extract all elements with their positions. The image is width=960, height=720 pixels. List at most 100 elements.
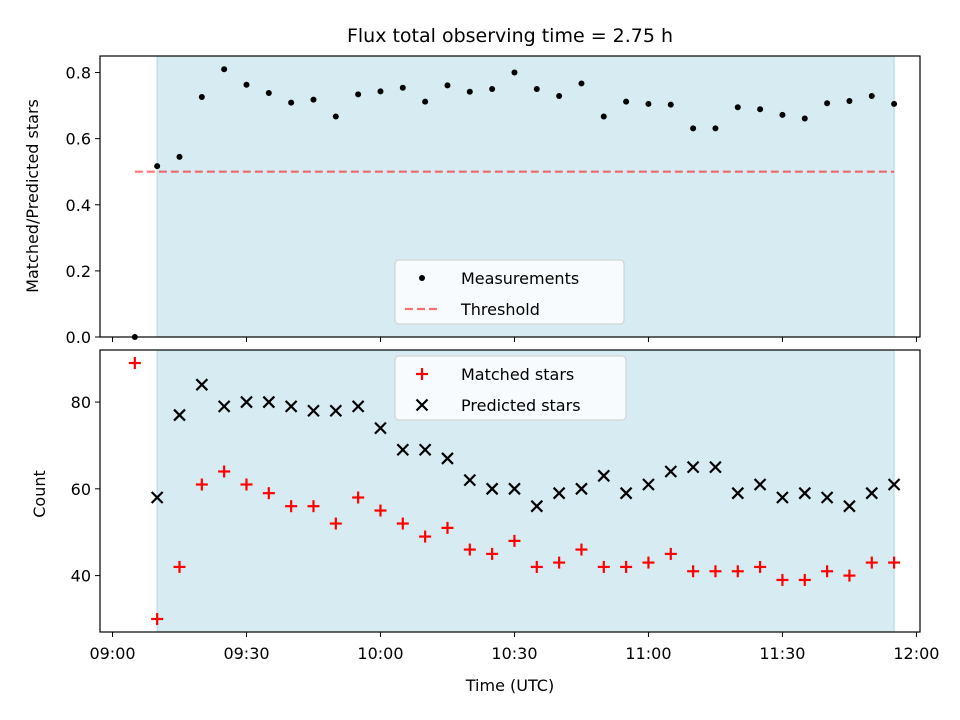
y-tick-label: 60	[71, 480, 91, 499]
legend-label: Threshold	[460, 300, 540, 319]
measurement-point	[243, 81, 250, 88]
x-tick-label: 09:30	[223, 644, 269, 663]
matched-star-point	[195, 478, 208, 491]
matched-star-point	[575, 543, 588, 556]
predicted-star-point	[887, 478, 901, 491]
measurement-point	[466, 88, 473, 95]
predicted-star-point	[217, 400, 231, 413]
predicted-star-point	[776, 491, 789, 504]
measurement-point	[734, 104, 741, 111]
predicted-star-point	[396, 443, 410, 457]
matched-star-point	[128, 357, 141, 370]
x-tick-label: 11:30	[759, 644, 805, 663]
measurement-point	[489, 86, 496, 93]
matched-star-point	[441, 521, 454, 534]
legend-label: Matched stars	[461, 365, 574, 384]
predicted-star-point	[418, 443, 432, 457]
predicted-star-point	[731, 486, 745, 500]
predicted-star-point	[374, 421, 387, 435]
measurement-point	[399, 84, 406, 91]
measurement-point	[533, 86, 540, 93]
y-tick-label: 0.8	[66, 64, 91, 83]
matched-star-point	[776, 573, 789, 586]
measurement-point	[757, 106, 764, 113]
count-y-axis-label: Count	[30, 470, 49, 518]
predicted-star-point	[284, 400, 298, 413]
x-tick-label: 12:00	[893, 644, 939, 663]
chart-title: Flux total observing time = 2.75 h	[347, 25, 673, 47]
ratio-series-0	[131, 66, 898, 340]
legend-box	[394, 259, 625, 325]
count-axes-frame	[99, 349, 921, 633]
matched-star-point	[307, 500, 320, 513]
matched-star-point	[463, 543, 476, 556]
x-tick-label: 09:00	[89, 644, 135, 663]
y-tick-label: 0.4	[66, 196, 91, 215]
measurement-point	[667, 101, 674, 108]
matched-star-point	[664, 547, 677, 560]
y-tick-label: 80	[71, 393, 91, 412]
legend-marker-x	[415, 398, 429, 412]
ratio-y-axis-label: Matched/Predicted stars	[23, 99, 42, 293]
matched-star-point	[888, 556, 901, 569]
matched-star-point	[508, 534, 521, 547]
matched-star-point	[374, 504, 387, 517]
measurement-point	[846, 97, 853, 104]
ratio-axes-frame	[99, 55, 921, 338]
matched-star-point	[798, 573, 811, 586]
count-panel: 40 60 80 09:00 09:30 10:00 10:30 11:00 11:30 12:0…	[30, 349, 939, 663]
measurement-point	[511, 69, 518, 76]
count-series-1	[150, 378, 901, 513]
measurement-point	[176, 153, 183, 160]
matched-star-point	[396, 517, 409, 530]
count-series-0	[128, 357, 901, 625]
matched-star-point	[285, 500, 298, 513]
ratio-panel: 0.0 0.2 0.4 0.6 0.8 Matched/Predicted stars Me…	[23, 55, 921, 347]
matched-star-point	[620, 560, 633, 573]
matched-star-point	[687, 565, 700, 578]
measurement-point	[154, 163, 161, 170]
matched-star-point	[754, 560, 767, 573]
matched-star-point	[553, 556, 566, 569]
predicted-star-point	[798, 486, 812, 500]
legend-label: Predicted stars	[461, 396, 581, 415]
measurement-point	[221, 66, 228, 73]
measurement-point	[645, 100, 652, 107]
measurement-point	[377, 88, 384, 95]
y-tick-label: 0.2	[66, 262, 91, 281]
predicted-star-point	[597, 469, 611, 483]
predicted-star-point	[664, 465, 678, 478]
predicted-star-point	[820, 491, 834, 504]
matched-star-point	[173, 560, 186, 573]
predicted-star-point	[530, 499, 544, 513]
predicted-star-point	[619, 486, 633, 500]
x-axis-label: Time (UTC)	[465, 676, 554, 695]
measurement-point	[623, 98, 630, 105]
predicted-star-point	[843, 499, 856, 513]
measurement-point	[310, 96, 317, 103]
y-tick-label: 0.6	[66, 130, 91, 149]
matched-star-point	[530, 560, 543, 573]
measurement-point	[422, 98, 429, 105]
measurement-point	[265, 90, 272, 97]
matched-star-point	[597, 560, 610, 573]
matched-star-point	[218, 465, 231, 478]
predicted-star-point	[575, 482, 588, 496]
measurement-point	[355, 91, 362, 98]
matched-star-point	[262, 487, 275, 500]
measurement-point	[600, 113, 607, 120]
predicted-star-point	[150, 491, 164, 504]
matched-star-point	[151, 612, 164, 625]
predicted-star-point	[485, 482, 499, 496]
predicted-star-point	[865, 486, 879, 500]
matched-star-point	[642, 556, 655, 569]
matched-star-point	[240, 478, 253, 491]
predicted-star-point	[642, 478, 655, 491]
x-tick-label: 10:30	[491, 644, 537, 663]
predicted-star-point	[463, 473, 477, 487]
y-tick-label: 40	[71, 567, 91, 586]
measurement-point	[801, 115, 808, 122]
matched-star-point	[486, 547, 499, 560]
predicted-star-point	[686, 460, 700, 474]
matched-star-point	[821, 565, 834, 578]
